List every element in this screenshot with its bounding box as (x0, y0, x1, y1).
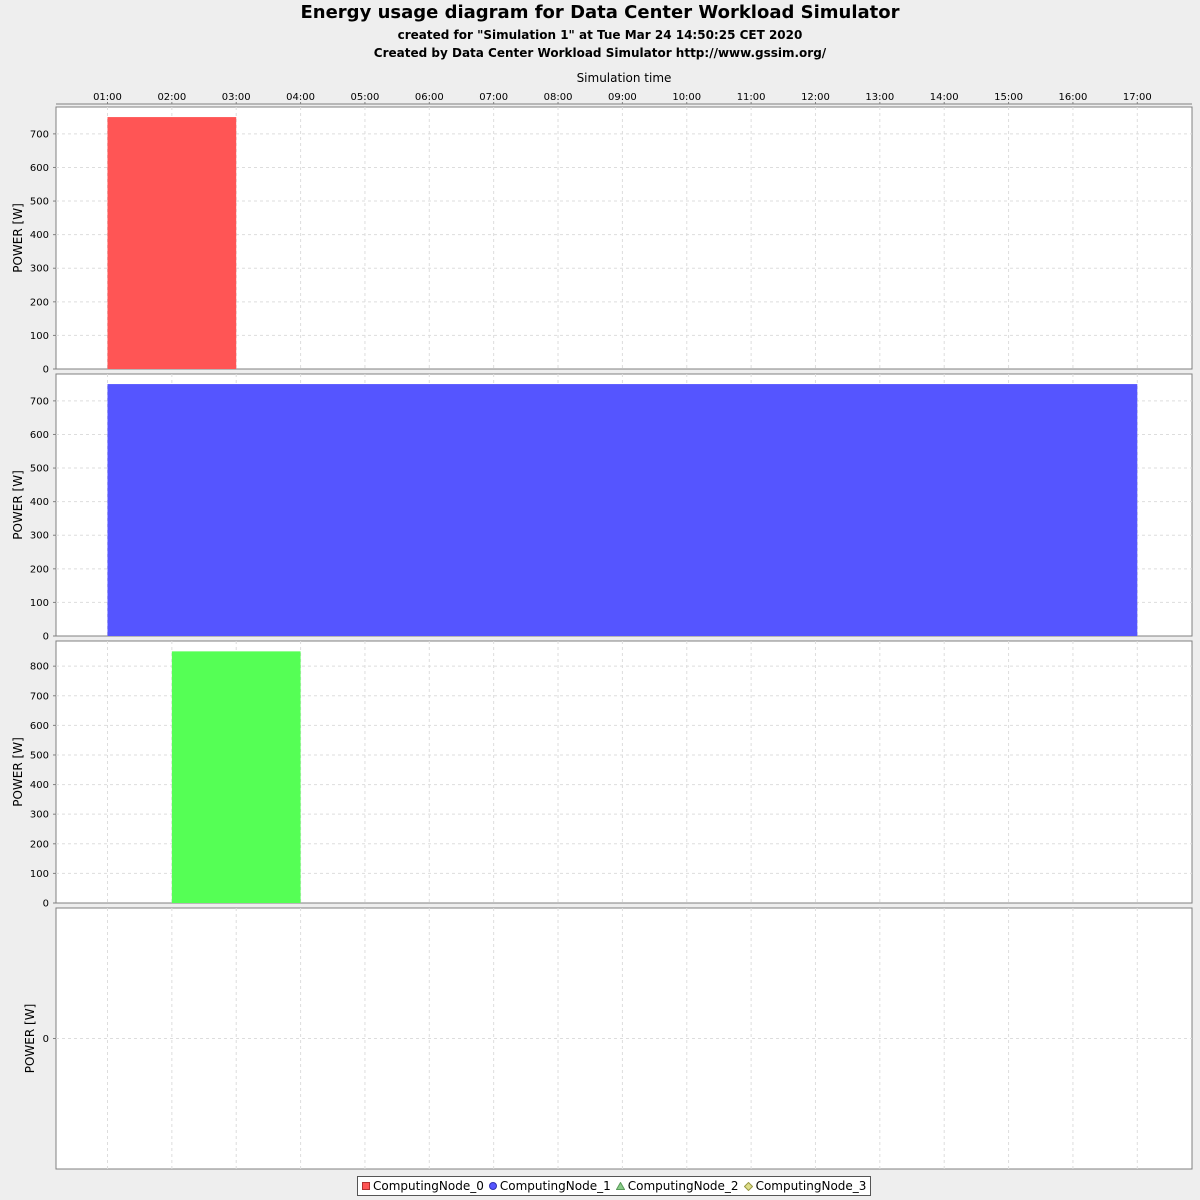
x-tick-label: 14:00 (930, 92, 959, 103)
plot-area-3 (55, 907, 1193, 1170)
legend-label-computingnode-2: ComputingNode_2 (627, 1179, 739, 1193)
x-tick-label: 03:00 (222, 92, 251, 103)
y-tick-label: 300 (30, 531, 49, 542)
y-tick-label: 400 (30, 230, 49, 241)
chart-title: Energy usage diagram for Data Center Wor… (300, 2, 900, 23)
legend-triangle-marker-icon (615, 1182, 625, 1190)
y-tick-label: 300 (30, 264, 49, 275)
chart-subtitle-1: created for "Simulation 1" at Tue Mar 24… (397, 28, 803, 42)
y-tick-label: 500 (30, 750, 49, 761)
legend-item-computingnode-1: ComputingNode_1 (488, 1179, 611, 1193)
y-tick-label: 200 (30, 297, 49, 308)
legend-item-computingnode-3: ComputingNode_3 (743, 1179, 867, 1193)
legend-item-computingnode-0: ComputingNode_0 (362, 1179, 484, 1193)
y-tick-label: 500 (30, 197, 49, 208)
y-tick-label: 0 (43, 899, 49, 910)
legend-square-marker-icon (362, 1182, 370, 1190)
bar-computingnode_2-0 (171, 651, 301, 903)
x-tick-label: 01:00 (93, 92, 122, 103)
legend-circle-marker-icon (488, 1182, 497, 1190)
x-tick-label: 04:00 (286, 92, 315, 103)
x-tick-label: 13:00 (865, 92, 894, 103)
plot-area-0 (55, 106, 1193, 370)
x-tick-label: 11:00 (737, 92, 766, 103)
x-tick-label: 17:00 (1123, 92, 1152, 103)
y-tick-label: 200 (30, 839, 49, 850)
y-tick-label: 400 (30, 780, 49, 791)
x-tick-label: 02:00 (157, 92, 186, 103)
x-tick-label: 05:00 (351, 92, 380, 103)
legend-diamond-marker-icon (743, 1181, 753, 1191)
x-tick-label: 15:00 (994, 92, 1023, 103)
chart-subtitle-2: Created by Data Center Workload Simulato… (373, 46, 827, 60)
y-axis-label-1: POWER [W] (11, 470, 25, 540)
y-tick-label: 300 (30, 810, 49, 821)
legend-label-computingnode-0: ComputingNode_0 (373, 1179, 484, 1193)
x-tick-label: 06:00 (415, 92, 444, 103)
y-tick-label: 200 (30, 564, 49, 575)
y-tick-label: 700 (30, 691, 49, 702)
y-tick-label: 100 (30, 869, 49, 880)
y-tick-label: 700 (30, 129, 49, 140)
y-tick-label: 0 (43, 632, 49, 643)
x-axis-label: Simulation time (577, 71, 672, 85)
legend-item-computingnode-2: ComputingNode_2 (615, 1179, 739, 1193)
chart-legend: ComputingNode_0 ComputingNode_1 Computin… (357, 1176, 872, 1196)
y-axis-label-3: POWER [W] (23, 1004, 37, 1074)
y-tick-label: 0 (43, 1034, 49, 1045)
legend-label-computingnode-3: ComputingNode_3 (755, 1179, 867, 1193)
x-tick-label: 16:00 (1059, 92, 1088, 103)
x-tick-label: 10:00 (672, 92, 701, 103)
y-tick-label: 100 (30, 598, 49, 609)
bar-computingnode_1-0 (107, 384, 1138, 636)
y-tick-label: 0 (43, 365, 49, 376)
x-tick-label: 08:00 (544, 92, 573, 103)
y-tick-label: 400 (30, 497, 49, 508)
y-tick-label: 100 (30, 331, 49, 342)
y-tick-label: 800 (30, 662, 49, 673)
y-tick-label: 600 (30, 163, 49, 174)
y-tick-label: 700 (30, 396, 49, 407)
y-tick-label: 500 (30, 464, 49, 475)
x-tick-label: 12:00 (801, 92, 830, 103)
y-tick-label: 600 (30, 721, 49, 732)
x-tick-label: 07:00 (479, 92, 508, 103)
y-axis-label-0: POWER [W] (11, 203, 25, 273)
bar-computingnode_0-0 (107, 117, 237, 369)
y-tick-label: 600 (30, 430, 49, 441)
legend-label-computingnode-1: ComputingNode_1 (499, 1179, 611, 1193)
y-axis-label-2: POWER [W] (11, 737, 25, 807)
x-tick-label: 09:00 (608, 92, 637, 103)
